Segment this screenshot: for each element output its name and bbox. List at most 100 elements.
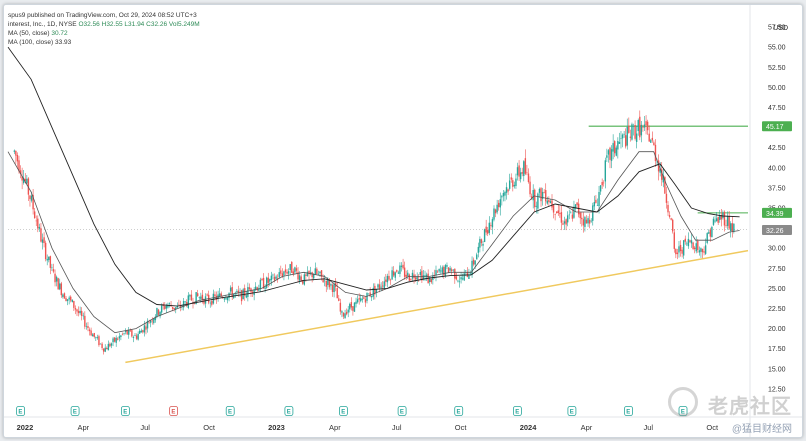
candle-body	[366, 292, 368, 301]
candle-body	[76, 309, 78, 312]
candle-body	[606, 155, 608, 158]
chart-header: spus9 published on TradingView.com, Oct …	[8, 11, 200, 47]
candle-body	[316, 268, 318, 274]
candle-body	[573, 206, 575, 218]
candle-body	[374, 285, 376, 295]
header-published-line: spus9 published on TradingView.com, Oct …	[8, 12, 197, 19]
price-chart[interactable]: 57.5055.0052.5050.0047.5045.0042.5040.00…	[4, 5, 802, 437]
candle-body	[588, 219, 591, 224]
candle-body	[507, 189, 509, 192]
x-tick-label: Jul	[643, 423, 653, 432]
candle-body	[566, 215, 569, 223]
candle-body	[308, 270, 310, 275]
candle-body	[182, 301, 185, 308]
candle-body	[720, 215, 723, 220]
ma100-label: MA (100, close)	[8, 39, 54, 46]
candle-body	[631, 124, 633, 140]
symbol-name: interest, Inc., 1D, NYSE	[8, 21, 77, 28]
price-badge-label: 32.26	[766, 228, 784, 235]
y-tick-label: 17.50	[768, 346, 786, 353]
candle-body	[154, 316, 157, 321]
candle-body	[148, 322, 150, 324]
candle-body	[325, 280, 327, 287]
candle-body	[540, 188, 542, 202]
candle-body	[556, 211, 558, 214]
candle-body	[414, 277, 417, 280]
candle-body	[190, 294, 193, 301]
candle-body	[345, 311, 348, 315]
candle-body	[341, 311, 343, 313]
close-value: 32.26	[150, 21, 168, 28]
candle-body	[383, 281, 385, 288]
candle-body	[474, 260, 476, 265]
candle-body	[90, 330, 92, 336]
candle-body	[220, 293, 222, 297]
candle-body	[618, 141, 621, 144]
candle-body	[284, 269, 287, 273]
earnings-badge-icon	[339, 406, 348, 416]
candle-body	[178, 304, 180, 306]
candle-body	[524, 158, 527, 174]
candle-body	[607, 150, 610, 155]
candle-body	[129, 330, 131, 332]
candle-body	[546, 200, 549, 204]
low-value: 31.94	[128, 21, 145, 28]
candle-body	[549, 201, 552, 204]
x-tick-label: Jul	[392, 423, 402, 432]
x-tick-label: 2023	[268, 423, 285, 432]
candle-body	[37, 218, 39, 229]
candle-body	[275, 276, 277, 279]
candle-body	[330, 284, 332, 286]
candle-body	[543, 192, 545, 194]
candle-body	[80, 310, 83, 316]
candle-body	[342, 312, 345, 317]
x-tick-label: Oct	[455, 423, 468, 432]
candle-body	[715, 218, 718, 222]
candle-body	[479, 238, 481, 248]
candle-body	[436, 271, 439, 273]
candle-body	[77, 310, 80, 314]
y-tick-label: 20.00	[768, 326, 786, 333]
candle-body	[678, 246, 680, 253]
candle-body	[15, 150, 17, 156]
candle-body	[272, 274, 274, 276]
y-tick-label: 55.00	[768, 45, 786, 52]
candle-body	[258, 288, 260, 291]
y-tick-label: 50.00	[768, 85, 786, 92]
candle-body	[700, 248, 702, 252]
candle-body	[52, 269, 55, 272]
candle-body	[305, 274, 307, 276]
candle-body	[731, 223, 733, 232]
candle-body	[726, 216, 729, 226]
candle-body	[399, 265, 401, 274]
earnings-badge-label: E	[73, 410, 77, 416]
candle-body	[421, 270, 423, 281]
candle-body	[679, 244, 682, 252]
candle-body	[554, 213, 556, 215]
candle-body	[24, 178, 26, 182]
candle-body	[490, 225, 492, 226]
candle-body	[498, 202, 500, 208]
candle-body	[13, 150, 15, 152]
earnings-badge-label: E	[18, 410, 22, 416]
candle-body	[323, 280, 326, 282]
candle-body	[714, 220, 716, 222]
candle-body	[40, 228, 42, 242]
earnings-badge-icon	[225, 406, 235, 416]
candle-body	[491, 219, 494, 228]
candle-body	[215, 295, 218, 300]
candle-body	[331, 284, 334, 292]
candle-body	[139, 330, 141, 334]
earnings-badge-label: E	[570, 410, 574, 416]
candle-body	[223, 298, 226, 300]
candle-body	[552, 204, 555, 213]
candle-body	[95, 337, 97, 339]
candle-body	[87, 326, 89, 329]
candle-body	[610, 149, 613, 161]
earnings-badge-icon	[70, 406, 80, 416]
candle-body	[391, 270, 393, 280]
candle-body	[99, 343, 102, 345]
candle-body	[41, 239, 44, 243]
candle-body	[218, 293, 221, 297]
candle-body	[16, 154, 19, 162]
